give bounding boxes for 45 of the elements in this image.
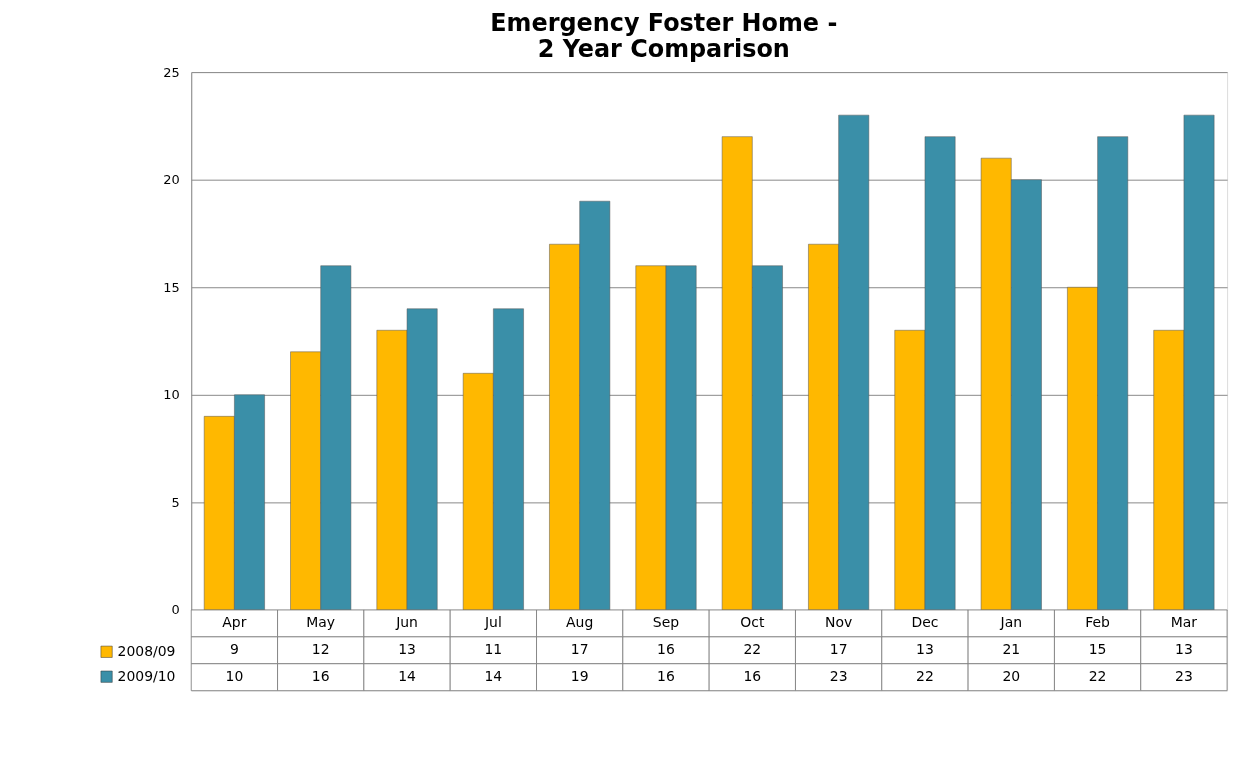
- y-tick-label: 0: [171, 602, 180, 618]
- data-label: 11: [484, 641, 503, 658]
- data-label: 16: [311, 668, 330, 685]
- x-tick-label: Mar: [1170, 614, 1198, 631]
- x-tick-label: Feb: [1085, 614, 1111, 631]
- x-tick-label: Nov: [825, 614, 853, 631]
- x-tick-label: Jun: [395, 614, 418, 631]
- data-label: 14: [398, 668, 417, 685]
- x-tick-label: Apr: [222, 614, 247, 631]
- data-label: 23: [1175, 668, 1193, 685]
- chart-title: Emergency Foster Home - 2 Year Comparison: [490, 8, 838, 63]
- data-label: 17: [570, 641, 589, 658]
- data-label: 20: [1002, 668, 1021, 685]
- legend-label: 2009/10: [117, 667, 176, 684]
- y-tick-label: 5: [171, 494, 180, 510]
- data-label: 13: [398, 641, 416, 658]
- data-label: 13: [916, 641, 934, 658]
- data-label: 22: [743, 641, 762, 658]
- x-tick-label: Dec: [911, 614, 939, 631]
- x-tick-label: Jan: [999, 614, 1023, 631]
- y-tick-label: 10: [163, 387, 180, 403]
- x-tick-label: May: [306, 614, 336, 631]
- y-tick-label: 15: [163, 279, 180, 295]
- x-tick-label: Jul: [483, 614, 502, 631]
- data-label: 12: [311, 641, 330, 658]
- data-label: 21: [1002, 641, 1021, 658]
- data-label: 16: [657, 668, 675, 685]
- x-tick-label: Aug: [566, 614, 594, 631]
- data-label: 17: [829, 641, 848, 658]
- data-label: 14: [484, 668, 503, 685]
- data-label: 19: [570, 668, 589, 685]
- data-label: 22: [916, 668, 934, 685]
- y-tick-label: 25: [163, 64, 180, 80]
- data-label: 9: [229, 641, 239, 658]
- data-label: 10: [225, 668, 244, 685]
- data-label: 22: [1088, 668, 1107, 685]
- data-label: 16: [657, 641, 675, 658]
- y-tick-label: 20: [163, 172, 180, 188]
- data-label: 15: [1088, 641, 1107, 658]
- data-label: 16: [743, 668, 762, 685]
- legend-label: 2008/09: [117, 642, 176, 659]
- data-label: 23: [829, 668, 848, 685]
- data-label: 13: [1175, 641, 1193, 658]
- x-tick-label: Oct: [740, 614, 765, 631]
- x-tick-label: Sep: [652, 614, 680, 631]
